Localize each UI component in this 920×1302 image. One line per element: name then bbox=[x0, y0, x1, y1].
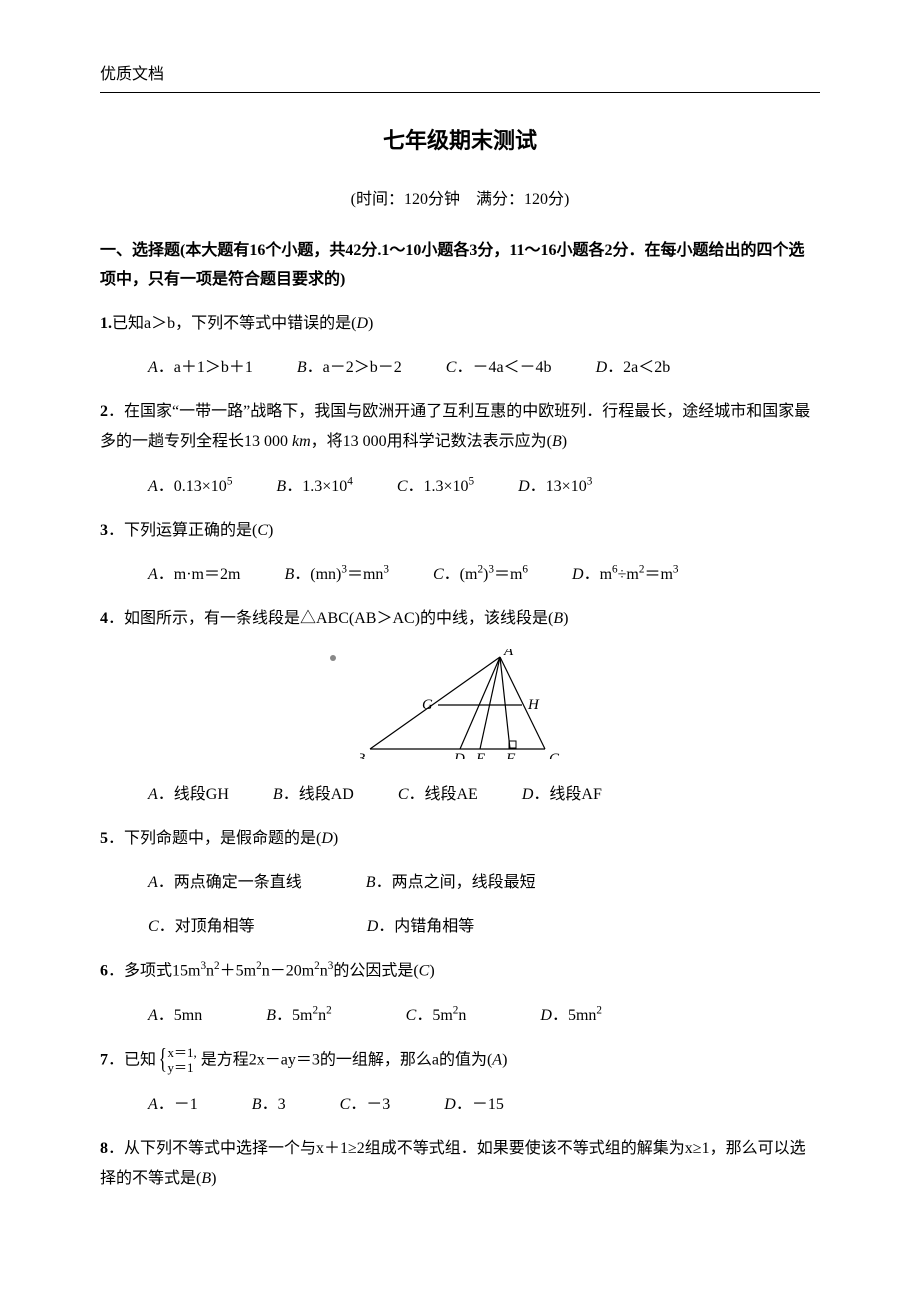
question-5: 5．下列命题中，是假命题的是(D) bbox=[100, 824, 820, 854]
q5-opt-d: ．内错角相等 bbox=[378, 918, 474, 935]
q6-options: A．5mn B．5m2n2 C．5m2n D．5mn2 bbox=[100, 1001, 820, 1025]
svg-text:C: C bbox=[549, 751, 560, 759]
svg-text:H: H bbox=[527, 697, 540, 713]
q3-stem: ．下列运算正确的是( bbox=[108, 522, 257, 539]
q2-options: A．0.13×105 B．1.3×104 C．1.3×105 D．13×103 bbox=[100, 472, 820, 496]
q6-ans: C bbox=[419, 962, 430, 979]
page: 优质文档 七年级期末测试 (时间：120分钟 满分：120分) 一、选择题(本大… bbox=[0, 0, 920, 1302]
q5-options-row1: A．两点确定一条直线 B．两点之间，线段最短 bbox=[100, 868, 820, 892]
q5-ans: D bbox=[321, 830, 333, 847]
q5-end: ) bbox=[333, 830, 338, 847]
q4-opt-d: ．线段AF bbox=[533, 786, 601, 803]
q7-opt-c: ．－3 bbox=[350, 1096, 390, 1113]
svg-text:E: E bbox=[475, 751, 485, 759]
question-8: 8．从下列不等式中选择一个与x＋1≥2组成不等式组．如果要使该不等式组的解集为x… bbox=[100, 1134, 820, 1195]
q2-km: km bbox=[292, 433, 311, 450]
question-1: 1.已知a＞b，下列不等式中错误的是(D) bbox=[100, 309, 820, 339]
page-subtitle: (时间：120分钟 满分：120分) bbox=[100, 185, 820, 209]
q7-opt-a: ．－1 bbox=[158, 1096, 198, 1113]
svg-text:B: B bbox=[360, 751, 365, 759]
q3-opt-a: ．m·m＝2m bbox=[158, 566, 241, 583]
q5-opt-b: ．两点之间，线段最短 bbox=[376, 874, 536, 891]
header-note: 优质文档 bbox=[100, 60, 820, 84]
q1-ans: D bbox=[356, 315, 368, 332]
q4-opt-a: ．线段GH bbox=[158, 786, 229, 803]
q4-figure-wrap: A B C D E F G H bbox=[100, 649, 820, 764]
question-6: 6．多项式15m3n2＋5m2n－20m2n3的公因式是(C) bbox=[100, 956, 820, 987]
triangle-figure: A B C D E F G H bbox=[360, 649, 560, 759]
q7-options: A．－1 B．3 C．－3 D．－15 bbox=[100, 1090, 820, 1114]
svg-text:F: F bbox=[505, 751, 516, 759]
q4-stem: ．如图所示，有一条线段是△ABC(AB＞AC)的中线，该线段是( bbox=[108, 610, 553, 627]
q1-stem: 已知a＞b，下列不等式中错误的是( bbox=[112, 315, 356, 332]
q2-ans: B bbox=[552, 433, 562, 450]
section-intro-text: 一、选择题(本大题有16个小题，共42分.1～10小题各3分，11～16小题各2… bbox=[100, 242, 804, 288]
q4-opt-c: ．线段AE bbox=[408, 786, 477, 803]
q7-opt-b: ．3 bbox=[262, 1096, 286, 1113]
section-intro: 一、选择题(本大题有16个小题，共42分.1～10小题各3分，11～16小题各2… bbox=[100, 237, 820, 295]
q1-opt-c: ．－4a＜－4b bbox=[456, 359, 551, 376]
q5-options-row2: C．对顶角相等 D．内错角相等 bbox=[100, 912, 820, 936]
svg-text:G: G bbox=[422, 697, 433, 713]
q2-opt-d: ．13×10 bbox=[530, 478, 587, 495]
page-title: 七年级期末测试 bbox=[100, 123, 820, 155]
question-3: 3．下列运算正确的是(C) bbox=[100, 516, 820, 546]
q4-ans: B bbox=[553, 610, 563, 627]
q2-opt-c: ．1.3×10 bbox=[407, 478, 468, 495]
svg-text:D: D bbox=[453, 751, 465, 759]
q1-options: A．a＋1＞b＋1 B．a－2＞b－2 C．－4a＜－4b D．2a＜2b bbox=[100, 353, 820, 377]
q1-opt-b: ．a－2＞b－2 bbox=[307, 359, 402, 376]
q3-ans: C bbox=[257, 522, 268, 539]
q7-ans: A bbox=[492, 1051, 502, 1068]
q3-options: A．m·m＝2m B．(mn)3＝mn3 C．(m2)3＝m6 D．m6÷m2＝… bbox=[100, 560, 820, 584]
q8-ans: B bbox=[201, 1170, 211, 1187]
question-2: 2．在国家“一带一路”战略下，我国与欧洲开通了互利互惠的中欧班列．行程最长，途经… bbox=[100, 397, 820, 458]
q2-end: ) bbox=[562, 433, 567, 450]
header-rule bbox=[100, 92, 820, 93]
q1-end: ) bbox=[368, 315, 373, 332]
figure-dot-icon bbox=[330, 655, 336, 661]
q4-end: ) bbox=[563, 610, 568, 627]
q1-opt-d: ．2a＜2b bbox=[607, 359, 670, 376]
q5-opt-a: ．两点确定一条直线 bbox=[158, 874, 302, 891]
question-7: 7．已知{x＝1,y＝1 是方程2x－ay＝3的一组解，那么a的值为(A) bbox=[100, 1045, 820, 1076]
question-4: 4．如图所示，有一条线段是△ABC(AB＞AC)的中线，该线段是(B) bbox=[100, 604, 820, 634]
q2-stem-b: ，将13 000用科学记数法表示应为( bbox=[311, 433, 552, 450]
q1-opt-a: ．a＋1＞b＋1 bbox=[158, 359, 253, 376]
q5-stem: ．下列命题中，是假命题的是( bbox=[108, 830, 321, 847]
q3-end: ) bbox=[268, 522, 273, 539]
q4-opt-b: ．线段AD bbox=[283, 786, 354, 803]
svg-text:A: A bbox=[503, 649, 514, 659]
q2-opt-b: ．1.3×10 bbox=[286, 478, 347, 495]
q6-opt-a: ．5mn bbox=[158, 1007, 202, 1024]
equation-system: x＝1,y＝1 bbox=[167, 1045, 196, 1076]
q2-opt-a: ．0.13×10 bbox=[158, 478, 227, 495]
q5-opt-c: ．对顶角相等 bbox=[159, 918, 255, 935]
q4-options: A．线段GH B．线段AD C．线段AE D．线段AF bbox=[100, 780, 820, 804]
q7-opt-d: ．－15 bbox=[456, 1096, 504, 1113]
brace-icon: { bbox=[159, 1046, 167, 1074]
